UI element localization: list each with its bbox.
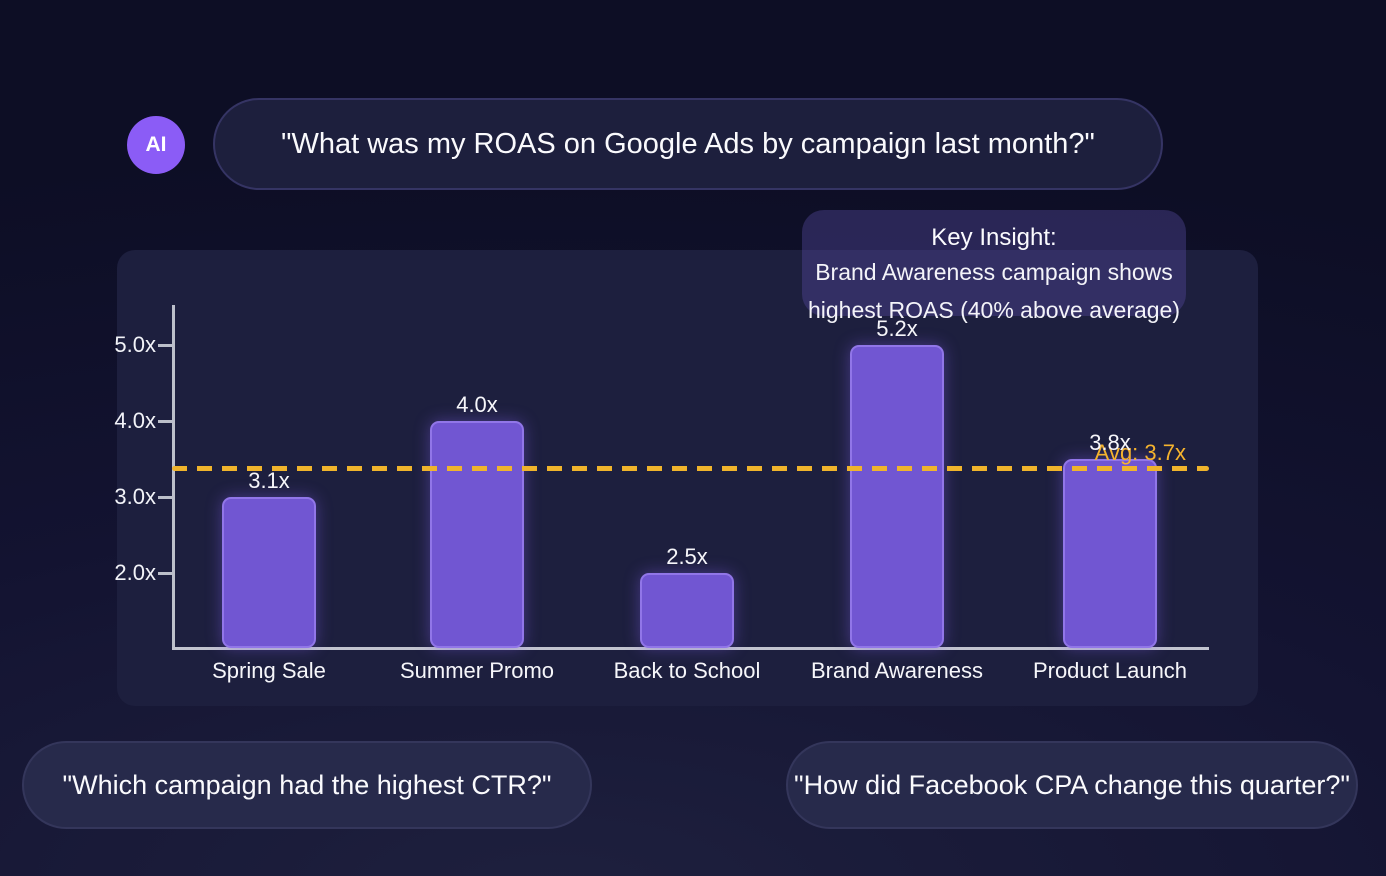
key-insight-text-line2: highest ROAS (40% above average) [807,297,1181,323]
ai-avatar-label: AI [145,133,167,156]
bar-value-label-back-to-school: 2.5x [666,544,708,569]
user-question-text: "What was my ROAS on Google Ads by campa… [281,127,1095,160]
y-axis-tick-label: 4.0x [114,408,156,433]
x-axis-label-spring-sale: Spring Sale [212,658,326,683]
x-axis-label-brand-awareness: Brand Awareness [810,658,984,683]
x-axis-label-summer-promo: Summer Promo [399,658,555,683]
bar-product-launch [1063,459,1157,648]
average-roas-dashed-line [172,466,1209,471]
bar-brand-awareness [850,345,944,648]
bar-value-label-summer-promo: 4.0x [456,392,498,417]
x-axis-label-product-launch: Product Launch [1032,658,1188,683]
bar-value-label-spring-sale: 3.1x [248,468,290,493]
key-insight-text-line1: Brand Awareness campaign shows [815,259,1173,285]
user-question-bubble: "What was my ROAS on Google Ads by campa… [213,98,1163,190]
suggestion-chip-label: "Which campaign had the highest CTR?" [62,769,552,800]
y-axis-line [172,305,175,650]
y-axis-tick-mark [158,420,172,423]
y-axis-tick-label: 2.0x [114,560,156,585]
bar-value-label-product-launch: 3.8x [1089,430,1131,455]
y-axis-tick-mark [158,572,172,575]
x-axis-label-back-to-school: Back to School [613,658,761,683]
suggestion-chip-label: "How did Facebook CPA change this quarte… [794,769,1350,800]
y-axis-tick-label: 3.0x [114,484,156,509]
key-insight-title: Key Insight: [931,224,1057,251]
bar-value-label-brand-awareness: 5.2x [876,316,918,341]
y-axis-tick-label: 5.0x [114,332,156,357]
ai-avatar: AI [127,116,185,174]
bar-summer-promo [430,421,524,648]
key-insight-card: Key Insight: Brand Awareness campaign sh… [802,210,1186,323]
y-axis-tick-mark [158,344,172,347]
y-axis-tick-mark [158,496,172,499]
bar-back-to-school [640,573,734,648]
bar-spring-sale [222,497,316,648]
suggestion-chip-facebook-cpa[interactable]: "How did Facebook CPA change this quarte… [786,741,1358,829]
x-axis-line [172,647,1209,650]
average-roas-label: Avg: 3.7x [1094,440,1186,465]
suggestion-chip-highest-ctr[interactable]: "Which campaign had the highest CTR?" [22,741,592,829]
